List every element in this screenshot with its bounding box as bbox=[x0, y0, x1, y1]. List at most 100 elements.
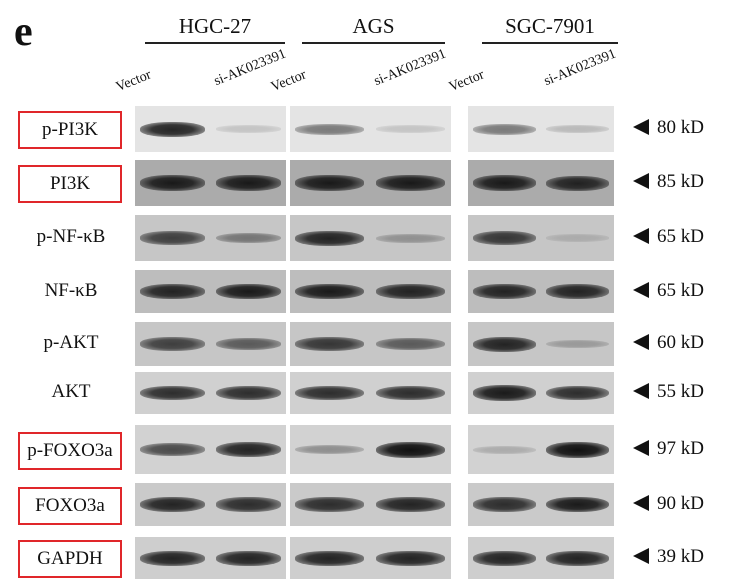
molecular-weight-marker: 65 kD bbox=[633, 226, 704, 248]
protein-band bbox=[472, 336, 536, 352]
protein-band bbox=[472, 123, 536, 135]
protein-band bbox=[294, 175, 365, 191]
protein-band bbox=[375, 497, 446, 512]
protein-band bbox=[375, 385, 446, 401]
blot-panel bbox=[290, 372, 451, 414]
protein-band bbox=[294, 550, 365, 566]
kd-label: 80 kD bbox=[657, 117, 704, 138]
kd-label: 97 kD bbox=[657, 437, 704, 459]
blot-panel bbox=[135, 425, 286, 474]
kd-label: 39 kD bbox=[657, 546, 704, 567]
kd-label: 65 kD bbox=[657, 226, 704, 247]
protein-band bbox=[375, 550, 446, 566]
protein-band bbox=[139, 385, 205, 401]
protein-band bbox=[546, 339, 609, 349]
row-label: FOXO3a bbox=[18, 486, 122, 525]
protein-band bbox=[546, 175, 609, 191]
arrow-left-icon bbox=[633, 119, 649, 135]
blot-panel bbox=[468, 106, 614, 152]
protein-band bbox=[375, 233, 446, 243]
protein-band bbox=[215, 338, 281, 350]
blot-panel bbox=[468, 215, 614, 261]
kd-label: 85 kD bbox=[657, 171, 704, 192]
protein-band bbox=[294, 444, 365, 455]
blot-panel bbox=[290, 537, 451, 579]
protein-band bbox=[546, 385, 609, 401]
protein-band bbox=[139, 550, 205, 566]
blot-panel bbox=[135, 372, 286, 414]
row-label: NF-κB bbox=[44, 279, 98, 301]
blot-panel bbox=[290, 160, 451, 206]
protein-band bbox=[139, 175, 205, 191]
blot-panel bbox=[290, 425, 451, 474]
protein-band bbox=[139, 497, 205, 512]
molecular-weight-marker: 60 kD bbox=[633, 332, 704, 354]
protein-band bbox=[472, 231, 536, 245]
protein-band bbox=[546, 441, 609, 458]
protein-band bbox=[472, 550, 536, 566]
blot-panel bbox=[468, 160, 614, 206]
kd-label: 90 kD bbox=[657, 492, 704, 514]
blot-panel bbox=[135, 160, 286, 206]
molecular-weight-marker: 80 kD bbox=[633, 117, 704, 139]
protein-band bbox=[472, 497, 536, 512]
row-label: PI3K bbox=[18, 165, 122, 203]
blot-panel bbox=[290, 483, 451, 526]
protein-band bbox=[546, 125, 609, 133]
blot-panel bbox=[135, 270, 286, 313]
cell-line-title: HGC-27 bbox=[178, 14, 252, 38]
blot-panel bbox=[135, 215, 286, 261]
blot-panel bbox=[135, 322, 286, 366]
row-label: p-PI3K bbox=[18, 111, 122, 149]
molecular-weight-marker: 97 kD bbox=[633, 438, 704, 460]
kd-label: 55 kD bbox=[657, 381, 704, 402]
lane-label: Vector bbox=[114, 67, 154, 96]
blot-panel bbox=[135, 537, 286, 579]
protein-band bbox=[546, 234, 609, 242]
protein-band bbox=[294, 385, 365, 401]
molecular-weight-marker: 65 kD bbox=[633, 280, 704, 302]
protein-band bbox=[546, 284, 609, 299]
blot-panel bbox=[468, 483, 614, 526]
blot-panel bbox=[468, 270, 614, 313]
arrow-left-icon bbox=[633, 548, 649, 564]
cell-line-underline bbox=[302, 42, 445, 44]
protein-band bbox=[472, 175, 536, 191]
protein-band bbox=[139, 231, 205, 245]
protein-band bbox=[472, 445, 536, 454]
protein-band bbox=[472, 284, 536, 299]
protein-band bbox=[294, 337, 365, 351]
protein-band bbox=[215, 385, 281, 401]
protein-band bbox=[139, 337, 205, 351]
protein-band bbox=[215, 125, 281, 133]
row-label: p-NF-κB bbox=[36, 226, 106, 247]
molecular-weight-marker: 90 kD bbox=[633, 493, 704, 515]
protein-band bbox=[215, 497, 281, 512]
kd-label: 60 kD bbox=[657, 332, 704, 353]
protein-band bbox=[215, 232, 281, 244]
blot-panel bbox=[468, 425, 614, 474]
arrow-left-icon bbox=[633, 494, 649, 511]
protein-band bbox=[375, 125, 446, 133]
protein-band bbox=[139, 284, 205, 299]
kd-label: 65 kD bbox=[657, 279, 704, 301]
row-label: AKT bbox=[51, 381, 91, 402]
protein-band bbox=[375, 175, 446, 191]
cell-line-underline bbox=[145, 42, 285, 44]
blot-panel bbox=[290, 215, 451, 261]
panel-letter: e bbox=[14, 9, 33, 55]
protein-band bbox=[215, 283, 281, 300]
arrow-left-icon bbox=[633, 281, 649, 298]
protein-band bbox=[139, 121, 205, 137]
lane-label: Vector bbox=[269, 67, 309, 96]
lane-label: Vector bbox=[447, 67, 487, 96]
protein-band bbox=[215, 550, 281, 566]
protein-band bbox=[294, 230, 365, 246]
blot-panel bbox=[468, 372, 614, 414]
lane-label: si-AK023391 bbox=[542, 46, 619, 90]
protein-band bbox=[472, 385, 536, 401]
protein-band bbox=[546, 550, 609, 566]
row-label: p-FOXO3a bbox=[18, 431, 122, 470]
blot-panel bbox=[290, 270, 451, 313]
protein-band bbox=[375, 441, 446, 458]
